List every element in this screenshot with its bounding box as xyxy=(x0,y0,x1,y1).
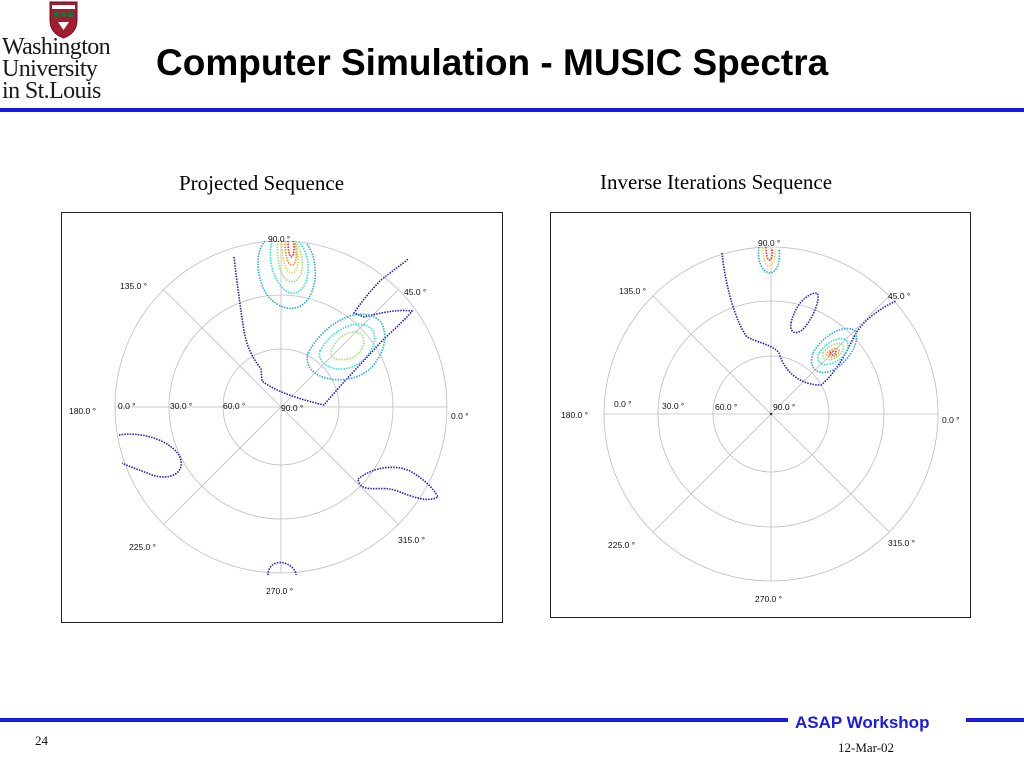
contour-peak-north-inner xyxy=(765,246,774,261)
workshop-name: ASAP Workshop xyxy=(795,713,930,732)
slide-number: 24 xyxy=(35,733,48,748)
contour-level-2 xyxy=(810,327,858,374)
contour-level-4 xyxy=(276,240,304,283)
polar-spoke-45 xyxy=(280,289,399,408)
contour-peak-north-outer xyxy=(757,246,781,274)
projected-sequence-plot: 90.0 ° 45.0 ° 135.0 ° 180.0 ° 0.0 ° 225.… xyxy=(61,212,503,623)
polar-spoke-225 xyxy=(652,413,772,533)
contour-peak-north-mid xyxy=(762,246,777,267)
left-plot-caption: Projected Sequence xyxy=(179,171,345,195)
header-rule xyxy=(0,108,1024,112)
angle-label-135: 135.0 ° xyxy=(120,281,147,291)
wordmark-line-2: University xyxy=(2,56,98,82)
slide-date: 12-Mar-02 xyxy=(838,740,895,755)
contour-level-4b xyxy=(330,331,365,361)
angle-label-225: 225.0 ° xyxy=(608,540,635,550)
angle-label-45: 45.0 ° xyxy=(888,291,910,301)
angle-label-225: 225.0 ° xyxy=(129,542,156,552)
angle-label-180: 180.0 ° xyxy=(69,406,96,416)
polar-spoke-315 xyxy=(770,413,890,533)
radial-label-30: 30.0 ° xyxy=(662,401,684,411)
radial-label-90: 90.0 ° xyxy=(773,402,795,412)
contour-level-3 xyxy=(269,240,309,294)
angle-label-0: 0.0 ° xyxy=(451,411,469,421)
angle-label-315: 315.0 ° xyxy=(888,538,915,548)
angle-label-270: 270.0 ° xyxy=(755,594,782,604)
wordmark-line-3: in St.Louis xyxy=(2,78,101,104)
angle-label-90: 90.0 ° xyxy=(758,238,780,248)
radial-label-30: 30.0 ° xyxy=(170,401,192,411)
angle-label-315: 315.0 ° xyxy=(398,535,425,545)
footer-rule-right xyxy=(966,718,1024,722)
contour-loop-upper xyxy=(789,292,819,334)
contour-level-3 xyxy=(817,337,849,366)
contour-level-2 xyxy=(257,240,317,310)
contour-level-3b xyxy=(318,323,376,370)
radial-label-60: 60.0 ° xyxy=(715,402,737,412)
radial-label-90: 90.0 ° xyxy=(281,403,303,413)
contour-blob-east xyxy=(357,466,440,501)
angle-label-180: 180.0 ° xyxy=(561,410,588,420)
angle-label-90: 90.0 ° xyxy=(268,234,290,244)
radial-label-60: 60.0 ° xyxy=(223,401,245,411)
angle-label-45: 45.0 ° xyxy=(404,287,426,297)
contour-level-7 xyxy=(287,240,295,258)
polar-spoke-135 xyxy=(163,289,282,408)
slide-title: Computer Simulation - MUSIC Spectra xyxy=(156,42,829,83)
contour-blob-west xyxy=(118,433,183,478)
university-shield-icon xyxy=(49,1,78,39)
polar-spoke-315 xyxy=(280,406,399,525)
university-wordmark: Washington University in St.Louis xyxy=(2,34,124,104)
contour-level-6 xyxy=(284,240,298,266)
contour-level-2b xyxy=(306,313,386,381)
wordmark-line-1: Washington xyxy=(2,34,111,60)
contour-level-1 xyxy=(721,252,897,386)
contour-level-5 xyxy=(826,347,840,358)
contour-level-1 xyxy=(233,256,414,406)
polar-spoke-225 xyxy=(163,406,282,525)
inverse-iterations-polar-chart: 90.0 ° 45.0 ° 135.0 ° 180.0 ° 0.0 ° 225.… xyxy=(561,238,960,604)
radial-label-0: 0.0 ° xyxy=(614,399,632,409)
footer-rule-left xyxy=(0,718,788,722)
angle-label-135: 135.0 ° xyxy=(619,286,646,296)
contour-level-4 xyxy=(821,342,845,361)
polar-spoke-135 xyxy=(652,295,772,415)
inverse-iterations-plot: 90.0 ° 45.0 ° 135.0 ° 180.0 ° 0.0 ° 225.… xyxy=(550,212,971,618)
radial-label-0: 0.0 ° xyxy=(118,401,136,411)
projected-sequence-polar-chart: 90.0 ° 45.0 ° 135.0 ° 180.0 ° 0.0 ° 225.… xyxy=(69,234,469,596)
angle-label-270: 270.0 ° xyxy=(266,586,293,596)
angle-label-0: 0.0 ° xyxy=(942,415,960,425)
contour-level-7 xyxy=(828,350,837,356)
university-logo: Washington University in St.Louis xyxy=(0,0,124,108)
polar-center-dot xyxy=(769,412,773,416)
right-plot-caption: Inverse Iterations Sequence xyxy=(600,170,833,194)
